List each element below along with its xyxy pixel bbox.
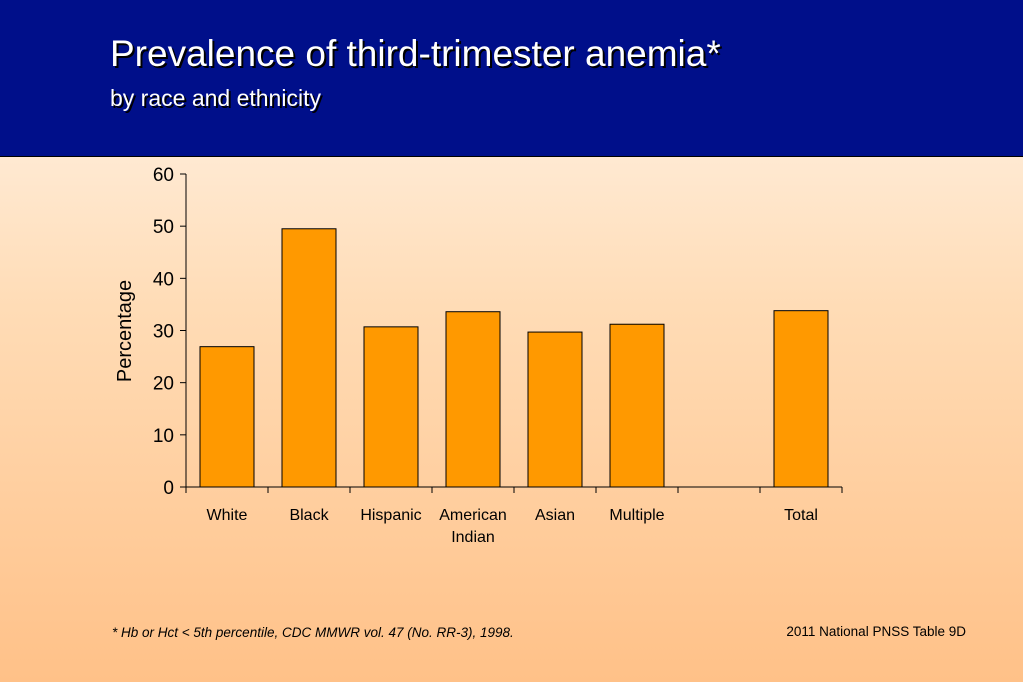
y-tick-label: 30 xyxy=(153,322,174,343)
x-tick-label: Multiple xyxy=(609,507,664,524)
title-banner: Prevalence of third-trimester anemia* by… xyxy=(0,0,1023,157)
bar xyxy=(199,346,255,488)
x-tick-label: Hispanic xyxy=(360,507,421,524)
page-title: Prevalence of third-trimester anemia* xyxy=(110,33,721,74)
y-tick-label: 20 xyxy=(153,374,174,395)
x-tick-label: Black xyxy=(289,507,329,524)
bar xyxy=(773,310,829,488)
y-tick-label: 0 xyxy=(163,478,174,499)
x-tick-label: American xyxy=(439,507,507,524)
bar xyxy=(445,311,501,488)
y-axis-title: Percentage xyxy=(114,280,136,382)
x-tick-label: Indian xyxy=(451,529,495,546)
y-tick-label: 60 xyxy=(153,165,174,186)
bar xyxy=(281,228,337,488)
bar xyxy=(363,326,419,488)
bar xyxy=(609,323,665,488)
bar xyxy=(527,331,583,488)
footnote: * Hb or Hct < 5th percentile, CDC MMWR v… xyxy=(112,625,514,640)
x-tick-label: Asian xyxy=(535,507,575,524)
y-tick-label: 50 xyxy=(153,217,174,238)
page-subtitle: by race and ethnicity xyxy=(110,85,321,111)
y-tick-label: 10 xyxy=(153,426,174,447)
x-tick-label: Total xyxy=(784,507,818,524)
source-note: 2011 National PNSS Table 9D xyxy=(786,624,966,639)
y-tick-label: 40 xyxy=(153,269,174,290)
x-tick-label: White xyxy=(207,507,248,524)
